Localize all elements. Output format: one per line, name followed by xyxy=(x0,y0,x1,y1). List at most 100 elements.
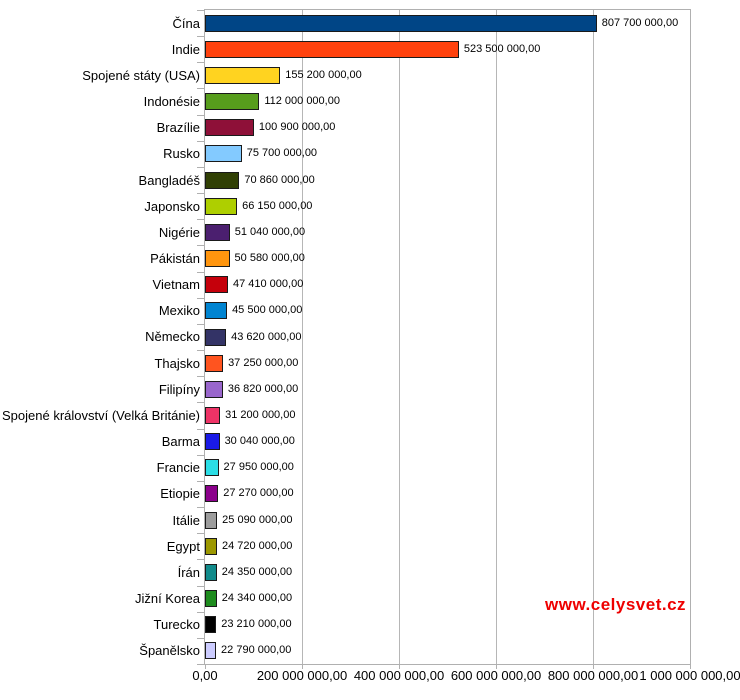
value-label: 51 040 000,00 xyxy=(234,225,306,238)
value-label: 100 900 000,00 xyxy=(258,121,336,134)
gridline xyxy=(399,10,400,664)
category-label: Itálie xyxy=(172,512,200,528)
value-label: 47 410 000,00 xyxy=(232,278,304,291)
category-axis-tick xyxy=(197,402,204,404)
bar xyxy=(205,485,219,503)
x-axis-tick xyxy=(690,664,691,669)
bar xyxy=(205,40,459,58)
category-label: Německo xyxy=(145,329,200,345)
x-axis-tick xyxy=(496,664,497,669)
bar xyxy=(205,223,230,241)
value-label: 25 090 000,00 xyxy=(222,513,293,526)
category-label: Spojené státy (USA) xyxy=(82,67,200,83)
category-axis-tick xyxy=(197,376,204,378)
value-label: 45 500 000,00 xyxy=(232,304,303,317)
value-label: 24 350 000,00 xyxy=(221,565,293,578)
category-axis: Čína Indie Spojené státy (USA) Indonésie Bra… xyxy=(0,10,200,664)
gridline xyxy=(302,10,303,664)
category-axis-tick xyxy=(197,166,204,168)
value-label: 43 620 000,00 xyxy=(231,330,302,343)
bar xyxy=(205,354,224,372)
category-label: Pákistán xyxy=(150,251,200,267)
value-label: 27 950 000,00 xyxy=(223,461,294,474)
value-label: 807 700 000,00 xyxy=(601,16,679,29)
category-label: Bangladéš xyxy=(138,172,200,188)
value-label: 24 720 000,00 xyxy=(221,539,293,552)
bar xyxy=(205,302,228,320)
bar xyxy=(205,66,281,84)
value-label: 75 700 000,00 xyxy=(246,147,318,160)
category-label: Indie xyxy=(171,41,200,57)
category-label: Indonésie xyxy=(143,94,200,110)
bar xyxy=(205,328,227,346)
category-axis-tick xyxy=(197,507,204,509)
bar xyxy=(205,511,218,529)
bar xyxy=(205,433,220,451)
category-axis-tick xyxy=(197,219,204,221)
category-label: Španělsko xyxy=(139,643,200,659)
category-label: Brazílie xyxy=(156,120,200,136)
category-axis-tick xyxy=(197,36,204,38)
bar xyxy=(205,459,219,477)
category-axis-tick xyxy=(197,323,204,325)
category-label: Japonsko xyxy=(144,198,200,214)
value-label: 155 200 000,00 xyxy=(285,68,362,81)
value-label: 523 500 000,00 xyxy=(463,42,541,55)
category-axis-tick xyxy=(197,533,204,535)
value-label: 31 200 000,00 xyxy=(225,408,296,421)
x-axis-tick-label: 600 000 000,00 xyxy=(450,668,542,683)
category-axis-tick xyxy=(197,245,204,247)
bar xyxy=(205,197,238,215)
gridline xyxy=(496,10,497,664)
x-axis-tick-label: 1 000 000 000,00 xyxy=(639,668,740,683)
bar xyxy=(205,250,230,268)
value-label: 23 210 000,00 xyxy=(221,618,292,631)
x-axis-tick-label: 400 000 000,00 xyxy=(353,668,445,683)
category-label: Írán xyxy=(177,564,200,580)
gridline xyxy=(593,10,594,664)
category-axis-tick xyxy=(197,559,204,561)
plot-area: 807 700 000,00 523 500 000,00 155 200 000,… xyxy=(197,9,691,669)
value-label: 36 820 000,00 xyxy=(227,382,299,395)
category-axis-tick xyxy=(197,297,204,299)
category-label: Vietnam xyxy=(152,277,200,293)
watermark-text: www.celysvet.cz xyxy=(545,595,687,614)
category-axis-tick xyxy=(197,193,204,195)
bar xyxy=(205,380,223,398)
category-label: Thajsko xyxy=(154,355,200,371)
category-label: Spojené království (Velká Británie) xyxy=(2,407,200,423)
bar xyxy=(205,616,217,634)
category-axis-tick xyxy=(197,480,204,482)
value-label: 27 270 000,00 xyxy=(223,487,294,500)
category-label: Mexiko xyxy=(158,303,200,319)
bar xyxy=(205,642,217,660)
category-label: Turecko xyxy=(153,617,200,633)
category-axis-tick xyxy=(197,114,204,116)
category-axis-tick xyxy=(197,428,204,430)
category-axis-tick xyxy=(197,271,204,273)
value-label: 37 250 000,00 xyxy=(228,356,299,369)
category-axis-tick xyxy=(197,62,204,64)
bar xyxy=(205,171,240,189)
value-label: 22 790 000,00 xyxy=(221,644,292,657)
x-axis-tick xyxy=(593,664,594,669)
value-label: 30 040 000,00 xyxy=(224,435,295,448)
category-axis-tick xyxy=(197,10,204,11)
bar xyxy=(205,145,242,163)
value-label: 24 340 000,00 xyxy=(221,592,293,605)
value-label: 66 150 000,00 xyxy=(242,199,313,212)
category-label: Rusko xyxy=(163,146,200,162)
category-label: Filipíny xyxy=(158,381,200,397)
category-label: Barma xyxy=(161,434,200,450)
x-axis-tick-label: 200 000 000,00 xyxy=(256,668,348,683)
category-label: Etiopie xyxy=(160,486,200,502)
category-axis-tick xyxy=(197,350,204,352)
x-axis-tick xyxy=(399,664,400,669)
bar xyxy=(205,93,260,111)
category-label: Čína xyxy=(172,15,200,31)
bar xyxy=(205,537,217,555)
bar xyxy=(205,119,254,137)
category-axis-tick xyxy=(197,454,204,456)
x-axis-tick xyxy=(302,664,303,669)
